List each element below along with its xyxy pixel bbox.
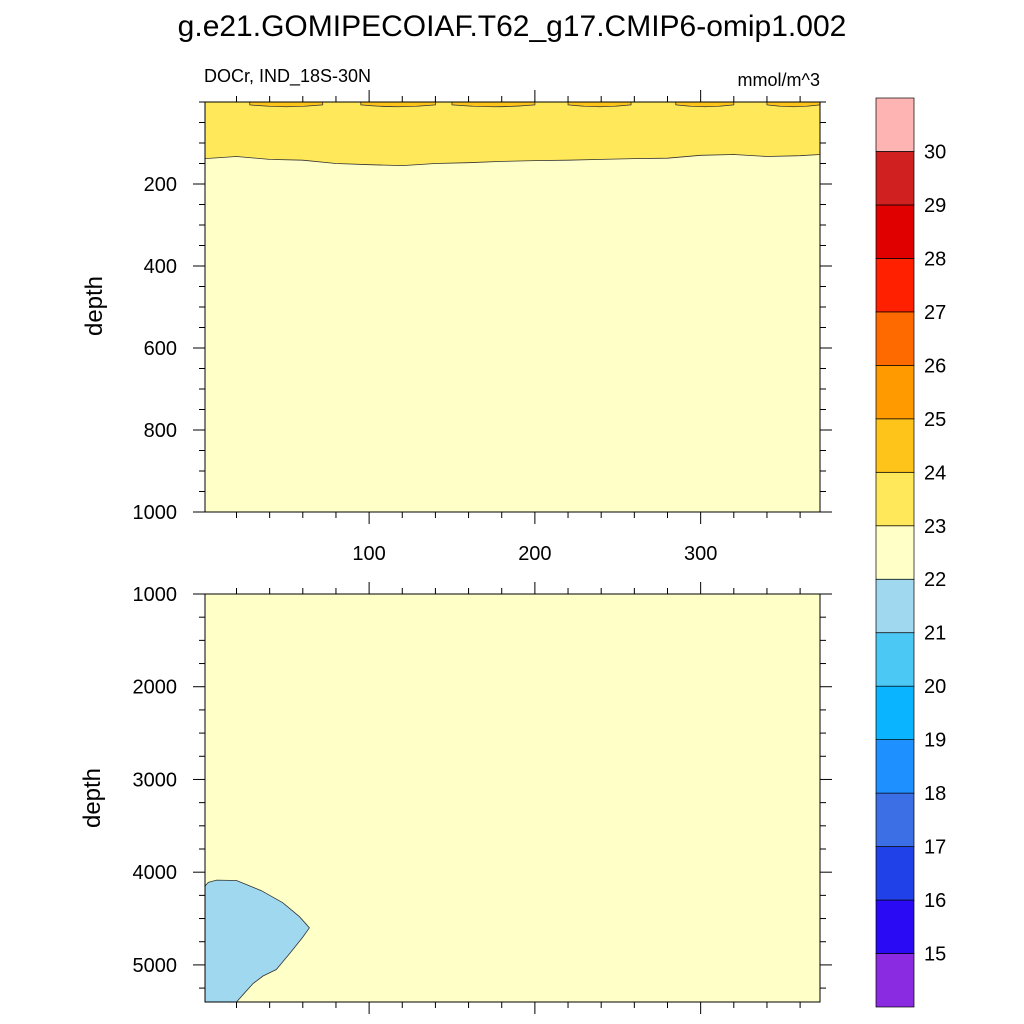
- x-tick-label: 200: [518, 543, 551, 565]
- contour-fill-background: [205, 594, 820, 1002]
- y-tick-label: 600: [144, 338, 177, 360]
- colorbar-label: 20: [924, 676, 946, 698]
- colorbar-label: 18: [924, 783, 946, 805]
- colorbar-label: 21: [924, 623, 946, 645]
- colorbar-label: 29: [924, 195, 946, 217]
- colorbar-label: 27: [924, 302, 946, 324]
- colorbar-label: 30: [924, 141, 946, 163]
- contour-band-23-24: [204, 101, 821, 167]
- contour-band-24-25-4: [675, 101, 735, 108]
- x-tick-label: 300: [684, 543, 717, 565]
- y-tick-label: 400: [144, 256, 177, 278]
- colorbar-swatch: [875, 97, 915, 152]
- bottom-ylabel: depth: [79, 768, 106, 828]
- y-tick-label: 5000: [133, 955, 178, 977]
- colorbar-swatch: [875, 365, 915, 420]
- y-tick-label: 200: [144, 174, 177, 196]
- colorbar-swatch: [875, 899, 915, 954]
- colorbar: 15 16 17 18 19 20 21 22 23 24 25 26 27 28 29 30: [875, 97, 946, 1008]
- x-tick-label: 100: [352, 543, 385, 565]
- colorbar-swatch: [875, 471, 915, 527]
- colorbar-swatch: [875, 632, 915, 687]
- contour-band-24-25-1: [360, 101, 436, 108]
- colorbar-swatch: [875, 311, 915, 366]
- contour-band-24-25-5: [766, 101, 821, 108]
- colorbar-swatch: [875, 578, 915, 634]
- y-tick-label: 3000: [133, 769, 178, 791]
- colorbar-label: 25: [924, 409, 946, 431]
- colorbar-label: 16: [924, 890, 946, 912]
- panel-units: mmol/m^3: [738, 70, 820, 90]
- y-tick-label: 1000: [133, 502, 178, 524]
- figure-title: g.e21.GOMIPECOIAF.T62_g17.CMIP6-omip1.00…: [178, 10, 847, 43]
- colorbar-swatch: [875, 846, 915, 901]
- colorbar-swatch: [875, 685, 915, 740]
- colorbar-label: 23: [924, 516, 946, 538]
- colorbar-swatch: [875, 739, 915, 794]
- colorbar-label: 15: [924, 944, 946, 966]
- plot-frame: [204, 593, 821, 1003]
- panel-left-string: DOCr, IND_18S-30N: [204, 66, 371, 87]
- contour-band-21-22: [204, 879, 310, 1003]
- contour-fill-background: [205, 102, 820, 512]
- colorbar-swatch: [875, 151, 915, 206]
- colorbar-swatch: [875, 792, 915, 847]
- y-tick-label: 4000: [133, 862, 178, 884]
- colorbar-label: 26: [924, 355, 946, 377]
- colorbar-label: 22: [924, 569, 946, 591]
- colorbar-swatch: [875, 258, 915, 313]
- top-ylabel: depth: [81, 276, 108, 336]
- contour-band-24-25-0: [249, 101, 324, 108]
- colorbar-label: 17: [924, 837, 946, 859]
- colorbar-label: 19: [924, 730, 946, 752]
- bottom-panel-plot: 1000 2000 3000 4000 5000: [133, 582, 832, 1014]
- top-panel-plot: 100 200 300 200 400 600 800 1000: [133, 90, 832, 565]
- colorbar-swatch: [875, 418, 915, 473]
- y-tick-label: 1000: [133, 584, 178, 606]
- colorbar-swatch: [875, 525, 915, 580]
- colorbar-swatch: [875, 204, 915, 259]
- contour-band-24-25-3: [567, 101, 632, 108]
- colorbar-swatch: [875, 953, 915, 1008]
- colorbar-label: 28: [924, 248, 946, 270]
- y-tick-label: 2000: [133, 677, 178, 699]
- y-tick-label: 800: [144, 420, 177, 442]
- colorbar-label: 24: [924, 462, 946, 484]
- contour-band-24-25-2: [451, 101, 536, 108]
